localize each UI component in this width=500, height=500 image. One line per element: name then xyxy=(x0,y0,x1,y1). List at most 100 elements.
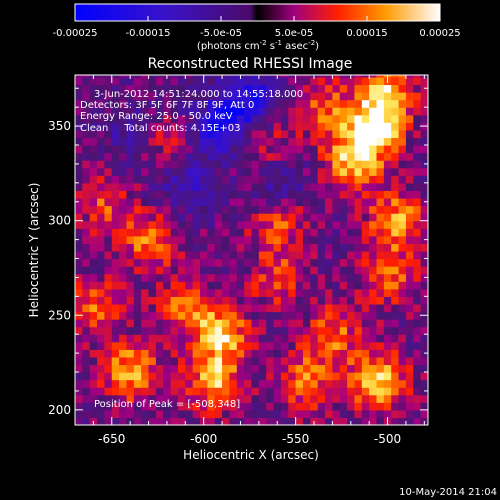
heatmap-cell xyxy=(405,213,414,222)
heatmap-cell xyxy=(155,387,164,396)
heatmap-cell xyxy=(295,258,304,267)
heatmap-cell xyxy=(361,394,370,403)
heatmap-cell xyxy=(413,129,422,139)
heatmap-cell xyxy=(222,220,231,229)
heatmap-cell xyxy=(75,266,83,275)
heatmap-cell xyxy=(369,394,378,403)
heatmap-cell xyxy=(185,175,194,184)
heatmap-cell xyxy=(295,160,304,169)
heatmap-cell xyxy=(229,220,238,229)
heatmap-cell xyxy=(163,122,172,131)
heatmap-cell xyxy=(192,372,201,381)
heatmap-cell xyxy=(258,129,267,139)
heatmap-cell xyxy=(133,167,142,176)
heatmap-cell xyxy=(258,311,267,320)
heatmap-cell xyxy=(339,288,348,297)
heatmap-cell xyxy=(405,334,414,343)
heatmap-cell xyxy=(126,356,135,366)
heatmap-cell xyxy=(361,114,370,123)
heatmap-cell xyxy=(376,349,385,358)
heatmap-cell xyxy=(163,228,172,237)
heatmap-cell xyxy=(148,258,157,267)
heatmap-cell xyxy=(339,167,348,176)
heatmap-cell xyxy=(229,387,238,396)
heatmap-cell xyxy=(214,326,223,335)
heatmap-cell xyxy=(97,273,106,282)
heatmap-cell xyxy=(251,319,260,328)
plot-frame xyxy=(74,74,429,426)
heatmap-cell xyxy=(369,235,378,244)
heatmap-cell xyxy=(325,326,333,335)
heatmap-cell xyxy=(111,92,120,101)
heatmap-cell xyxy=(354,152,363,161)
heatmap-cell xyxy=(141,243,150,252)
heatmap-cell xyxy=(82,205,91,214)
heatmap-cell xyxy=(266,75,275,78)
heatmap-cell xyxy=(141,99,150,108)
heatmap-cell xyxy=(266,281,275,290)
heatmap-cell xyxy=(119,182,128,192)
heatmap-cell xyxy=(317,76,326,86)
heatmap-cell xyxy=(273,76,282,86)
heatmap-cell xyxy=(391,349,400,358)
heatmap-cell xyxy=(398,417,407,425)
heatmap-cell xyxy=(97,107,106,116)
x-tick-label: -550 xyxy=(282,432,309,446)
heatmap-cell xyxy=(126,387,135,396)
heatmap-cell xyxy=(302,266,311,275)
heatmap-cell xyxy=(119,75,128,78)
heatmap-cell xyxy=(207,152,216,161)
heatmap-cell xyxy=(302,281,311,290)
heatmap-cell xyxy=(148,387,157,396)
heatmap-cell xyxy=(177,228,186,237)
heatmap-cell xyxy=(288,356,297,366)
heatmap-cell xyxy=(82,326,91,335)
heatmap-cell xyxy=(141,364,150,373)
heatmap-cell xyxy=(361,99,370,108)
heatmap-cell xyxy=(310,107,319,116)
heatmap-cell xyxy=(155,197,164,207)
heatmap-cell xyxy=(133,114,142,123)
heatmap-cell xyxy=(214,182,223,192)
heatmap-cell xyxy=(236,326,245,335)
heatmap-cell xyxy=(413,220,422,229)
heatmap-cell xyxy=(185,402,194,411)
heatmap-cell xyxy=(214,197,223,207)
heatmap-cell xyxy=(177,235,186,244)
heatmap-cell xyxy=(214,417,223,425)
heatmap-cell xyxy=(361,228,370,237)
heatmap-cell xyxy=(163,175,172,184)
heatmap-cell xyxy=(391,197,400,207)
heatmap-cell xyxy=(148,296,157,305)
heatmap-cell xyxy=(420,334,428,343)
heatmap-cell xyxy=(200,145,208,154)
heatmap-cell xyxy=(317,137,326,146)
heatmap-cell xyxy=(317,129,326,139)
heatmap-cell xyxy=(280,84,289,93)
heatmap-cell xyxy=(82,258,91,267)
heatmap-cell xyxy=(310,114,319,123)
heatmap-cell xyxy=(185,243,194,252)
heatmap-cell xyxy=(244,394,253,403)
heatmap-cell xyxy=(229,288,238,297)
heatmap-cell xyxy=(229,213,238,222)
heatmap-cell xyxy=(391,409,400,419)
heatmap-cell xyxy=(288,137,297,146)
colorbar-tick-3: 5.0e-05 xyxy=(275,28,313,39)
heatmap-cell xyxy=(82,266,91,275)
heatmap-cell xyxy=(222,387,231,396)
heatmap-cell xyxy=(75,326,83,335)
heatmap-cell xyxy=(361,190,370,199)
heatmap-cell xyxy=(104,84,113,93)
heatmap-cell xyxy=(347,235,356,244)
heatmap-cell xyxy=(273,341,282,350)
heatmap-cell xyxy=(97,137,106,146)
heatmap-cell xyxy=(332,288,341,297)
heatmap-cell xyxy=(200,394,208,403)
heatmap-cell xyxy=(310,303,319,313)
heatmap-cell xyxy=(192,394,201,403)
heatmap-cell xyxy=(104,76,113,86)
heatmap-cell xyxy=(207,288,216,297)
heatmap-cell xyxy=(325,129,333,139)
heatmap-cell xyxy=(280,319,289,328)
